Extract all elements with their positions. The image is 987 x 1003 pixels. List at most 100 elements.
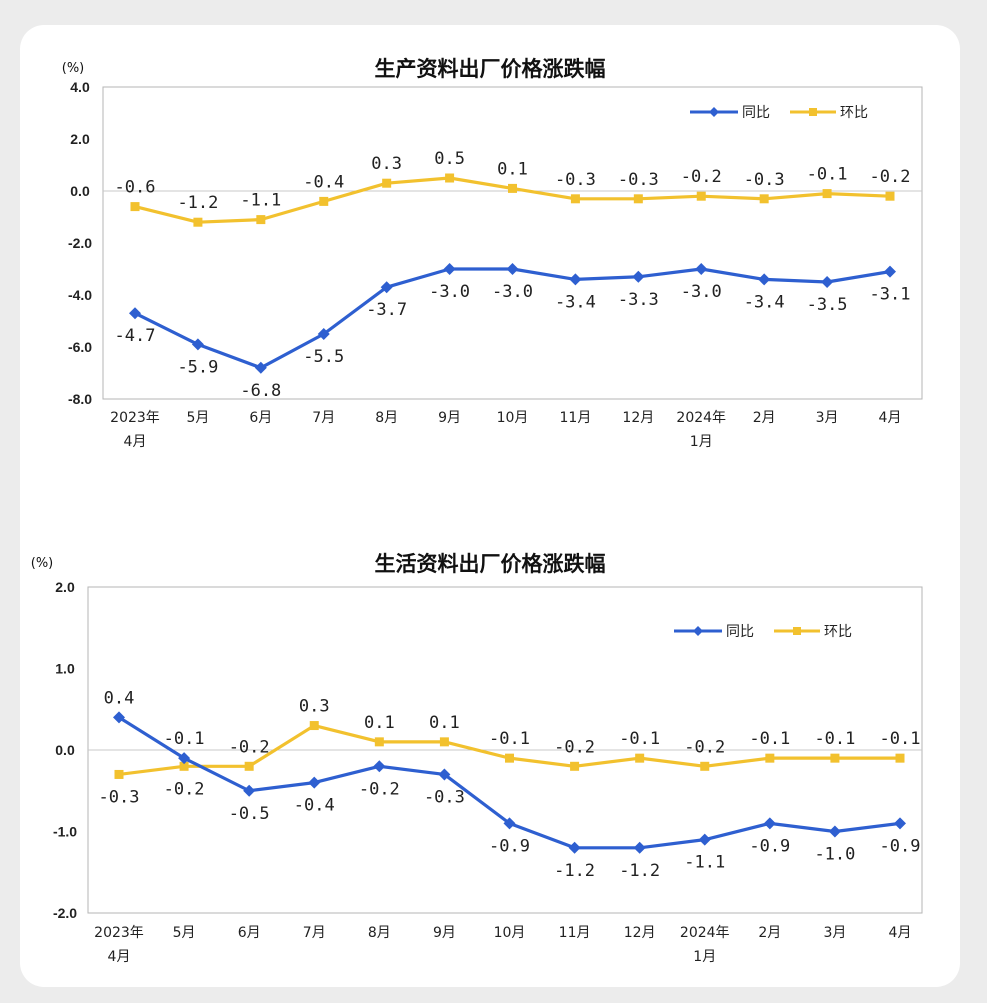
y-tick-label: 0.0: [70, 183, 90, 199]
x-tick-label: 1月: [690, 434, 713, 450]
data-label: -1.0: [814, 845, 855, 865]
data-label: -4.7: [115, 326, 156, 346]
x-tick-label: 3月: [816, 410, 839, 426]
data-label: -0.2: [229, 737, 270, 757]
data-label: 0.5: [434, 149, 465, 169]
data-point-marker: [633, 841, 646, 854]
y-tick-label: -1.0: [53, 824, 77, 840]
data-label: -1.2: [619, 861, 660, 881]
data-label: -3.0: [492, 282, 533, 302]
chart-title: 生产资料出厂价格涨跌幅: [375, 57, 606, 81]
data-label: 0.1: [364, 713, 395, 733]
x-tick-label: 4月: [889, 925, 912, 941]
x-tick-label: 2023年: [94, 925, 144, 941]
y-tick-label: 0.0: [55, 742, 75, 758]
data-label: -5.9: [177, 357, 218, 377]
data-label: 0.4: [104, 688, 135, 708]
x-tick-label: 5月: [173, 925, 196, 941]
data-label: -0.1: [880, 729, 921, 749]
data-point-marker: [505, 753, 514, 763]
data-label: -0.2: [359, 779, 400, 799]
y-unit-label: (%): [62, 61, 85, 76]
data-label: 0.1: [429, 713, 460, 733]
data-point-marker: [696, 191, 706, 201]
data-point-marker: [828, 825, 841, 838]
data-point-marker: [256, 215, 266, 225]
x-tick-label: 2023年: [110, 410, 160, 426]
series-yoy: [129, 263, 896, 374]
chart-1: 生产资料出厂价格涨跌幅 (%) 4.0 2.0 0.0 -2.0 -4.0 -6.0 -8.0 2…: [62, 57, 923, 450]
legend: 同比 环比: [690, 105, 868, 121]
data-point-marker: [830, 753, 840, 763]
data-label: -0.1: [164, 729, 205, 749]
data-point-marker: [763, 817, 776, 830]
data-label: -0.3: [424, 787, 465, 807]
data-point-marker: [309, 721, 319, 731]
data-point-marker: [113, 711, 125, 724]
data-point-marker: [568, 841, 581, 854]
x-tick-label: 2月: [753, 410, 776, 426]
data-label: -0.1: [489, 729, 530, 749]
data-label: -3.5: [807, 295, 848, 315]
y-tick-label: -8.0: [68, 391, 92, 407]
data-labels-yoy: 0.4 -0.1 -0.5 -0.4 -0.2 -0.3 -0.9 -1.2 -1.2 -1.1 -…: [104, 688, 921, 880]
y-tick-label: -2.0: [53, 905, 77, 921]
legend-label-mom: 环比: [824, 624, 852, 640]
data-label: -3.4: [744, 292, 785, 312]
data-point-marker: [822, 189, 832, 199]
data-label: -0.2: [870, 167, 911, 187]
x-tick-label: 9月: [433, 925, 456, 941]
data-label: -0.5: [229, 804, 270, 824]
data-point-marker: [439, 737, 449, 747]
data-label: -0.2: [681, 167, 722, 187]
x-tick-label: 10月: [497, 410, 529, 426]
data-label: -0.2: [554, 737, 595, 757]
data-point-marker: [243, 784, 256, 797]
data-point-marker: [191, 338, 204, 351]
data-point-marker: [179, 761, 189, 771]
x-tick-label: 8月: [368, 925, 391, 941]
x-tick-label: 2月: [758, 925, 781, 941]
series-mom: [114, 721, 905, 779]
x-tick-label: 10月: [494, 925, 526, 941]
y-tick-label: -2.0: [68, 235, 92, 251]
data-label: -0.9: [880, 836, 921, 856]
data-point-marker: [821, 276, 834, 288]
x-tick-label: 7月: [312, 410, 335, 426]
y-tick-label: -4.0: [68, 287, 92, 303]
legend-marker-yoy: [693, 626, 703, 636]
data-point-marker: [700, 761, 710, 771]
data-label: -0.3: [555, 170, 596, 190]
data-point-marker: [695, 263, 708, 275]
data-point-marker: [698, 833, 711, 846]
x-tick-label: 1月: [693, 949, 716, 965]
chart-2: 生活资料出厂价格涨跌幅 (%)2.0 1.0 0.0 -1.0 -2.0 2023年 4月 5月…: [31, 552, 923, 965]
data-label: 0.1: [497, 159, 528, 179]
data-labels-mom: -0.3 -0.2 -0.2 0.3 0.1 0.1 -0.1 -0.2 -0.1 -0.2 -0.…: [99, 697, 921, 808]
y-unit-label: (%): [31, 556, 54, 571]
data-label: -6.8: [240, 381, 281, 401]
y-tick-label: 1.0: [55, 661, 75, 677]
data-point-marker: [382, 178, 392, 188]
data-label: -3.1: [870, 285, 911, 305]
data-label: -3.0: [681, 282, 722, 302]
data-label: -3.4: [555, 292, 596, 312]
data-label: -3.0: [429, 282, 470, 302]
data-point-marker: [506, 263, 519, 275]
data-label: -0.3: [99, 787, 140, 807]
x-tick-label: 12月: [622, 410, 654, 426]
data-label: -1.1: [240, 191, 281, 211]
chart-title: 生活资料出厂价格涨跌幅: [375, 552, 606, 576]
data-label: -0.4: [303, 172, 344, 192]
data-point-marker: [570, 761, 580, 771]
data-label: -3.7: [366, 300, 407, 320]
data-point-marker: [254, 361, 267, 374]
x-tick-label: 11月: [559, 925, 591, 941]
data-point-marker: [308, 776, 321, 789]
series-mom: [130, 173, 895, 227]
data-label: -1.1: [684, 853, 725, 873]
data-label: -0.1: [749, 729, 790, 749]
data-point-marker: [438, 768, 451, 781]
data-point-marker: [569, 273, 582, 286]
